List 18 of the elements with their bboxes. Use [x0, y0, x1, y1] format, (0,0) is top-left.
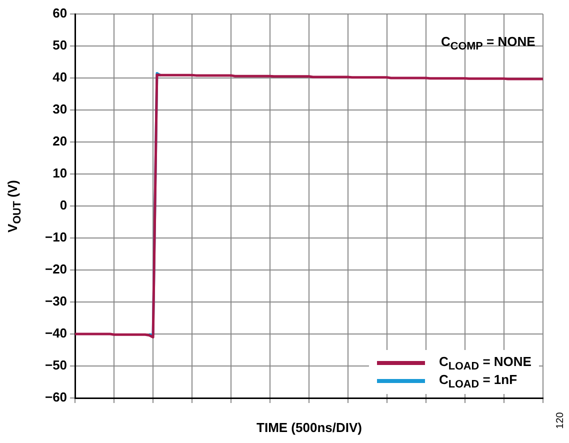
- y-tick-label: 10: [52, 166, 68, 181]
- annotation: C$_{COMP}$ = NONE: [441, 34, 536, 53]
- y-tick-label: −50: [44, 358, 68, 373]
- legend-label: C$_{LOAD}$ = NONE: [439, 354, 532, 372]
- y-tick-label: −10: [44, 230, 68, 245]
- y-tick-label: −20: [44, 262, 68, 277]
- y-tick-label: 50: [52, 38, 68, 53]
- y-tick-label: 20: [52, 134, 68, 149]
- y-tick-label: −60: [44, 390, 68, 405]
- x-axis-title: TIME (500ns/DIV): [256, 420, 362, 435]
- y-tick-label: −40: [44, 326, 68, 341]
- y-tick-label: 30: [52, 102, 68, 117]
- y-tick-label: −30: [44, 294, 68, 309]
- y-tick-label: 60: [52, 6, 68, 21]
- y-tick-label: 40: [52, 70, 68, 85]
- legend-label: C$_{LOAD}$ = 1nF: [439, 372, 518, 390]
- y-tick-label: 0: [60, 198, 68, 213]
- text: 120: [554, 412, 566, 429]
